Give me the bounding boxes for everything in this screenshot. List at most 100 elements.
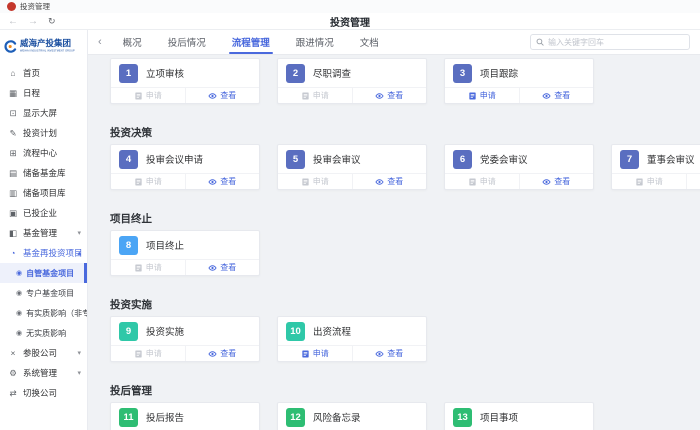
briefcase-icon: ▣ xyxy=(8,207,18,218)
view-button[interactable]: 查看 xyxy=(184,88,260,103)
view-button[interactable]: 查看 xyxy=(184,260,260,275)
view-button[interactable]: 查看 xyxy=(685,174,700,189)
sidebar-item-首页[interactable]: ⌂ 首页 xyxy=(0,63,87,83)
browser-tab[interactable]: 投资管理 xyxy=(0,0,700,13)
apply-label: 申请 xyxy=(479,91,496,100)
apply-button[interactable]: 申请 xyxy=(445,174,519,189)
folder-icon: ▥ xyxy=(8,187,18,198)
view-button[interactable]: 查看 xyxy=(518,88,594,103)
card-title: 投审会审议 xyxy=(313,155,361,166)
sidebar-item-基金管理[interactable]: ◧ 基金管理 ▾ xyxy=(0,223,87,243)
section: 1 立项审核 申请 查看 2 尽职调查 申请 查看 3 项目跟踪 申请 查看 xyxy=(110,58,700,104)
sidebar-item-参股公司[interactable]: × 参股公司 ▾ xyxy=(0,343,87,363)
search-icon xyxy=(536,38,544,46)
sidebar-item-日程[interactable]: ▦ 日程 xyxy=(0,83,87,103)
chevron-left-icon[interactable]: ‹ xyxy=(98,36,102,48)
sidebar-item-切换公司[interactable]: ⇄ 切换公司 xyxy=(0,383,87,403)
apply-button[interactable]: 申请 xyxy=(111,88,185,103)
calendar-icon: ▦ xyxy=(8,87,18,98)
process-card: 10 出资流程 申请 查看 xyxy=(277,316,427,362)
form-icon xyxy=(134,177,143,186)
sidebar-item-储备基金库[interactable]: ▤ 储备基金库 xyxy=(0,163,87,183)
apply-button[interactable]: 申请 xyxy=(111,346,185,361)
view-button[interactable]: 查看 xyxy=(518,174,594,189)
section: 项目终止 8 项目终止 申请 查看 xyxy=(110,213,700,276)
card-title: 党委会审议 xyxy=(480,155,528,166)
card-title: 风险备忘录 xyxy=(313,413,361,424)
sidebar-item-已投企业[interactable]: ▣ 已投企业 xyxy=(0,203,87,223)
sidebar-item-储备项目库[interactable]: ▥ 储备项目库 xyxy=(0,183,87,203)
form-icon xyxy=(468,177,477,186)
back-icon[interactable]: ← xyxy=(8,15,18,27)
card-footer: 申请 查看 xyxy=(111,259,259,275)
eye-icon xyxy=(208,350,217,358)
tab-label: 文档 xyxy=(359,38,379,49)
card-head: 5 投审会审议 xyxy=(278,145,426,173)
sidebar-item-投资计划[interactable]: ✎ 投资计划 xyxy=(0,123,87,143)
apply-button[interactable]: 申请 xyxy=(612,174,686,189)
card-head: 2 尽职调查 xyxy=(278,59,426,87)
sidebar-subitem-label: 有实质影响（非专户 xyxy=(26,308,87,318)
view-label: 查看 xyxy=(220,263,237,272)
form-icon xyxy=(301,177,310,186)
company-logo-subtext: WEIHAI INDUSTRIAL INVESTMENT GROUP xyxy=(20,48,75,52)
card-footer: 申请 查看 xyxy=(111,173,259,189)
view-button[interactable]: 查看 xyxy=(184,346,260,361)
card-number-badge: 2 xyxy=(286,63,305,83)
sidebar-subitem-自管基金项目[interactable]: ◉ 自管基金项目 xyxy=(0,263,87,283)
card-number-badge: 4 xyxy=(119,149,138,169)
view-button[interactable]: 查看 xyxy=(351,174,427,189)
card-row: 1 立项审核 申请 查看 2 尽职调查 申请 查看 3 项目跟踪 申请 查看 xyxy=(110,58,700,104)
tab-流程管理[interactable]: 流程管理 xyxy=(219,30,283,54)
search-input[interactable] xyxy=(548,37,684,47)
tab-概况[interactable]: 概况 xyxy=(110,30,155,54)
eye-icon xyxy=(375,178,384,186)
view-label: 查看 xyxy=(220,349,237,358)
apply-button[interactable]: 申请 xyxy=(278,88,352,103)
radio-icon: ◉ xyxy=(16,330,23,337)
view-label: 查看 xyxy=(387,177,404,186)
caret-down-icon: ▾ xyxy=(77,350,81,357)
tab-label: 流程管理 xyxy=(231,38,270,49)
eye-icon xyxy=(208,264,217,272)
favicon-icon xyxy=(7,2,16,11)
view-button[interactable]: 查看 xyxy=(184,174,260,189)
apply-button[interactable]: 申请 xyxy=(111,260,185,275)
tab-跟进情况[interactable]: 跟进情况 xyxy=(283,30,347,54)
sidebar-item-系统管理[interactable]: ⚙ 系统管理 ▾ xyxy=(0,363,87,383)
card-head: 11 投后报告 xyxy=(111,403,259,430)
sidebar-subitem-无实质影响[interactable]: ◉ 无实质影响 xyxy=(0,323,87,343)
sidebar-item-label: 日程 xyxy=(23,88,41,98)
forward-icon[interactable]: → xyxy=(28,15,38,27)
refresh-icon[interactable]: ↻ xyxy=(48,15,56,26)
apply-button[interactable]: 申请 xyxy=(278,346,352,361)
process-card: 11投后报告申请查看 xyxy=(110,402,260,430)
tab-文档[interactable]: 文档 xyxy=(347,30,392,54)
sidebar-item-流程中心[interactable]: ⊞ 流程中心 xyxy=(0,143,87,163)
card-title: 投后报告 xyxy=(146,413,185,424)
tab-投后情况[interactable]: 投后情况 xyxy=(155,30,219,54)
process-card: 12风险备忘录申请查看 xyxy=(277,402,427,430)
sidebar-item-显示大屏[interactable]: ⊡ 显示大屏 xyxy=(0,103,87,123)
sidebar-subitem-专户基金项目[interactable]: ◉ 专户基金项目 xyxy=(0,283,87,303)
apply-button[interactable]: 申请 xyxy=(278,174,352,189)
eye-icon xyxy=(208,92,217,100)
card-footer: 申请 查看 xyxy=(111,345,259,361)
view-button[interactable]: 查看 xyxy=(351,346,427,361)
process-card: 13项目事项申请查看 xyxy=(444,402,594,430)
apply-button[interactable]: 申请 xyxy=(111,174,185,189)
sidebar-subitem-有实质影响（非专户[interactable]: ◉有实质影响（非专户 xyxy=(0,303,87,323)
card-head: 7 董事会审议 xyxy=(612,145,700,173)
process-card: 4 投审会议申请 申请 查看 xyxy=(110,144,260,190)
apply-button[interactable]: 申请 xyxy=(445,88,519,103)
card-number-badge: 11 xyxy=(119,407,138,427)
apply-label: 申请 xyxy=(646,177,663,186)
view-label: 查看 xyxy=(554,177,571,186)
form-icon xyxy=(134,349,143,358)
radio-icon: ◉ xyxy=(16,290,23,297)
view-label: 查看 xyxy=(387,91,404,100)
view-button[interactable]: 查看 xyxy=(351,88,427,103)
sidebar-item-基金再投资项目[interactable]: ◔ 基金再投资项目 ▴ xyxy=(0,243,87,263)
eye-icon xyxy=(375,92,384,100)
card-footer: 申请 查看 xyxy=(278,345,426,361)
